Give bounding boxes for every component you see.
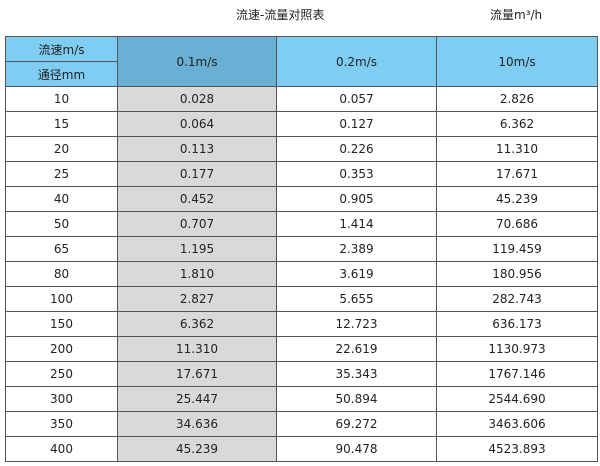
flow-cell-0.2: 12.723	[276, 311, 437, 337]
flow-cell-10: 636.173	[436, 311, 598, 337]
flow-cell-10: 3463.606	[436, 411, 598, 437]
flow-cell-0.1: 45.239	[117, 436, 277, 462]
column-header-0.2: 0.2m/s	[276, 36, 437, 87]
flow-cell-0.2: 35.343	[276, 361, 437, 387]
flow-cell-0.2: 22.619	[276, 336, 437, 362]
table-row: 400 45.239 90.478 4523.893	[5, 436, 598, 462]
flow-cell-10: 6.362	[436, 111, 598, 137]
flow-cell-10: 1130.973	[436, 336, 598, 362]
table-row: 250 17.671 35.343 1767.146	[5, 361, 598, 387]
flow-cell-10: 119.459	[436, 236, 598, 262]
table-row: 15 0.064 0.127 6.362	[5, 111, 598, 137]
flow-cell-0.1: 0.064	[117, 111, 277, 137]
flow-cell-0.2: 69.272	[276, 411, 437, 437]
flow-cell-0.2: 0.905	[276, 186, 437, 212]
flow-cell-10: 2544.690	[436, 386, 598, 412]
diameter-cell: 40	[5, 186, 118, 212]
flow-cell-10: 2.826	[436, 86, 598, 112]
flow-cell-10: 17.671	[436, 161, 598, 187]
table-row: 50 0.707 1.414 70.686	[5, 211, 598, 237]
unit-label: 流量m³/h	[490, 8, 543, 22]
flow-cell-0.1: 25.447	[117, 386, 277, 412]
flow-cell-0.2: 0.057	[276, 86, 437, 112]
flow-cell-0.2: 1.414	[276, 211, 437, 237]
table-row: 200 11.310 22.619 1130.973	[5, 336, 598, 362]
flow-cell-0.2: 5.655	[276, 286, 437, 312]
diameter-cell: 250	[5, 361, 118, 387]
diameter-cell: 15	[5, 111, 118, 137]
table-row: 100 2.827 5.655 282.743	[5, 286, 598, 312]
velocity-header: 流速m/s	[5, 36, 118, 62]
diameter-cell: 10	[5, 86, 118, 112]
flow-cell-10: 11.310	[436, 136, 598, 162]
diameter-cell: 350	[5, 411, 118, 437]
flow-cell-0.2: 3.619	[276, 261, 437, 287]
flow-cell-0.2: 2.389	[276, 236, 437, 262]
table-row: 350 34.636 69.272 3463.606	[5, 411, 598, 437]
flow-cell-0.1: 11.310	[117, 336, 277, 362]
flow-cell-0.2: 0.127	[276, 111, 437, 137]
flow-cell-0.1: 1.810	[117, 261, 277, 287]
flow-cell-0.1: 0.707	[117, 211, 277, 237]
flow-cell-0.2: 90.478	[276, 436, 437, 462]
flow-cell-0.1: 0.177	[117, 161, 277, 187]
table-row: 150 6.362 12.723 636.173	[5, 311, 598, 337]
table-row: 40 0.452 0.905 45.239	[5, 186, 598, 212]
table-row: 25 0.177 0.353 17.671	[5, 161, 598, 187]
column-header-0.1: 0.1m/s	[117, 36, 277, 87]
flow-cell-0.2: 50.894	[276, 386, 437, 412]
table-row: 20 0.113 0.226 11.310	[5, 136, 598, 162]
table-row: 65 1.195 2.389 119.459	[5, 236, 598, 262]
flow-cell-10: 4523.893	[436, 436, 598, 462]
table-row: 10 0.028 0.057 2.826	[5, 86, 598, 112]
flow-cell-0.1: 2.827	[117, 286, 277, 312]
flow-cell-0.1: 0.452	[117, 186, 277, 212]
flow-cell-0.1: 34.636	[117, 411, 277, 437]
diameter-cell: 65	[5, 236, 118, 262]
flow-cell-10: 45.239	[436, 186, 598, 212]
flow-cell-0.1: 1.195	[117, 236, 277, 262]
flow-cell-10: 70.686	[436, 211, 598, 237]
table-row: 300 25.447 50.894 2544.690	[5, 386, 598, 412]
flow-cell-0.1: 0.028	[117, 86, 277, 112]
diameter-cell: 80	[5, 261, 118, 287]
flow-cell-0.1: 17.671	[117, 361, 277, 387]
flow-cell-0.2: 0.226	[276, 136, 437, 162]
flow-cell-10: 282.743	[436, 286, 598, 312]
column-header-10: 10m/s	[436, 36, 598, 87]
diameter-cell: 25	[5, 161, 118, 187]
flow-cell-0.1: 0.113	[117, 136, 277, 162]
velocity-flow-table: 流速m/s 0.1m/s 0.2m/s 10m/s 通径mm 10 0.028 0.…	[5, 36, 598, 462]
diameter-cell: 50	[5, 211, 118, 237]
table-title: 流速-流量对照表	[236, 8, 325, 22]
diameter-cell: 100	[5, 286, 118, 312]
diameter-cell: 20	[5, 136, 118, 162]
flow-cell-0.1: 6.362	[117, 311, 277, 337]
flow-cell-10: 180.956	[436, 261, 598, 287]
diameter-cell: 300	[5, 386, 118, 412]
diameter-header: 通径mm	[5, 61, 118, 87]
table-row: 80 1.810 3.619 180.956	[5, 261, 598, 287]
flow-cell-0.2: 0.353	[276, 161, 437, 187]
flow-cell-10: 1767.146	[436, 361, 598, 387]
diameter-cell: 400	[5, 436, 118, 462]
diameter-cell: 150	[5, 311, 118, 337]
diameter-cell: 200	[5, 336, 118, 362]
